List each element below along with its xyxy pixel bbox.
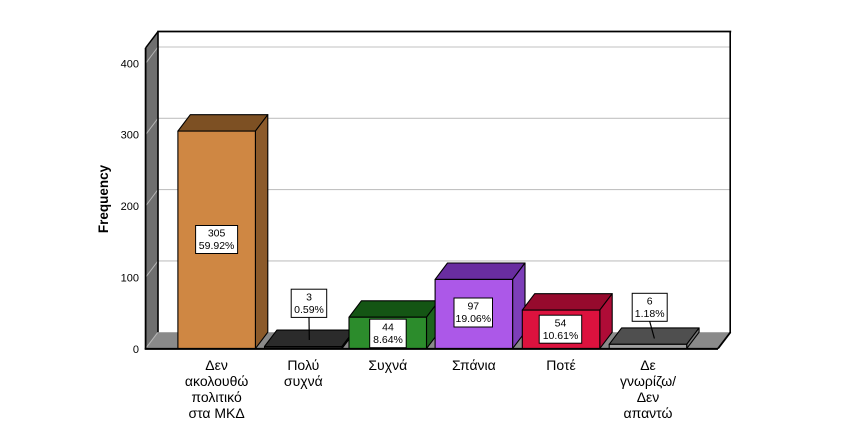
svg-text:6: 6 <box>647 296 653 308</box>
svg-text:305: 305 <box>208 228 226 240</box>
svg-text:Δεν: Δεν <box>205 357 228 373</box>
svg-text:97: 97 <box>467 300 479 312</box>
svg-text:8.64%: 8.64% <box>373 334 403 346</box>
svg-text:Σπάνια: Σπάνια <box>452 357 496 373</box>
svg-text:Ποτέ: Ποτέ <box>546 357 575 373</box>
svg-text:πολιτικό: πολιτικό <box>191 389 242 405</box>
svg-text:συχνά: συχνά <box>284 373 323 389</box>
svg-text:54: 54 <box>555 317 567 329</box>
svg-text:0: 0 <box>133 344 139 356</box>
svg-text:19.06%: 19.06% <box>455 313 491 325</box>
svg-text:0.59%: 0.59% <box>294 304 324 316</box>
svg-text:Δεν: Δεν <box>637 389 660 405</box>
svg-text:απαντώ: απαντώ <box>624 405 673 421</box>
svg-text:ακολουθώ: ακολουθώ <box>185 373 248 389</box>
svg-text:100: 100 <box>121 272 139 284</box>
svg-text:3: 3 <box>306 291 312 303</box>
svg-text:59.92%: 59.92% <box>199 240 235 252</box>
svg-text:10.61%: 10.61% <box>543 330 579 342</box>
svg-text:300: 300 <box>121 130 139 142</box>
svg-text:Frequency: Frequency <box>96 164 111 233</box>
svg-text:1.18%: 1.18% <box>635 308 665 320</box>
svg-text:Συχνά: Συχνά <box>368 357 407 373</box>
svg-text:γνωρίζω/: γνωρίζω/ <box>620 373 676 389</box>
svg-text:Δε: Δε <box>640 357 656 373</box>
svg-text:Πολύ: Πολύ <box>287 357 319 373</box>
svg-text:400: 400 <box>121 58 139 70</box>
svg-text:200: 200 <box>121 201 139 213</box>
svg-text:στα ΜΚΔ: στα ΜΚΔ <box>188 405 244 421</box>
svg-text:44: 44 <box>382 321 394 333</box>
